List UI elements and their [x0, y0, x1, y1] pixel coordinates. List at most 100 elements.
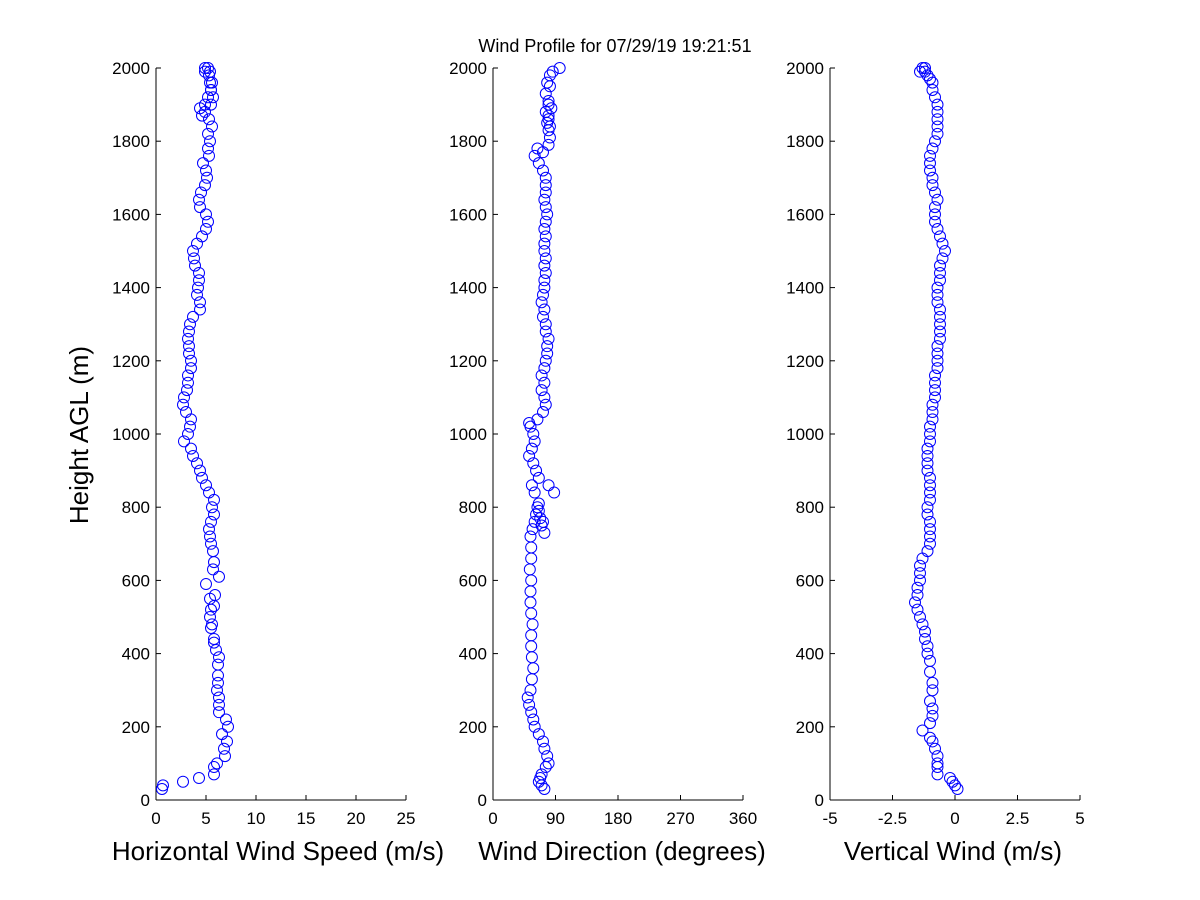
data-point — [939, 245, 951, 257]
data-point — [929, 391, 941, 404]
data-point — [926, 735, 939, 748]
data-point — [194, 102, 206, 115]
data-point — [181, 384, 193, 397]
y-tick-label: 1800 — [112, 132, 150, 151]
data-point — [916, 62, 929, 74]
data-point — [193, 772, 205, 785]
data-point — [206, 76, 218, 89]
figure-title: Wind Profile for 07/29/19 19:21:51 — [478, 36, 751, 56]
data-point — [523, 563, 536, 576]
data-point — [538, 237, 551, 250]
data-point — [924, 665, 936, 678]
data-point — [539, 179, 552, 192]
data-point — [541, 208, 554, 221]
data-point — [200, 164, 212, 177]
y-tick-label: 0 — [141, 791, 150, 810]
x-axis-label-speed: Horizontal Wind Speed (m/s) — [112, 836, 444, 866]
data-point — [220, 713, 232, 726]
data-point — [525, 629, 538, 642]
y-tick-label: 400 — [459, 645, 487, 664]
data-point — [924, 515, 936, 528]
data-point — [538, 193, 551, 206]
data-point — [203, 523, 215, 536]
data-point — [924, 537, 936, 550]
data-point — [524, 530, 537, 543]
data-point — [203, 486, 215, 499]
data-point — [934, 325, 946, 338]
y-tick-label: 1600 — [112, 205, 150, 224]
data-point — [200, 578, 212, 591]
data-point — [919, 62, 931, 74]
x-tick-label: -5 — [822, 809, 837, 828]
data-point — [208, 493, 220, 506]
data-point — [926, 142, 939, 155]
data-point — [931, 105, 944, 118]
data-point — [541, 340, 554, 353]
data-point — [525, 651, 538, 664]
data-point — [532, 497, 545, 510]
data-point — [525, 640, 538, 653]
data-point — [213, 570, 225, 583]
data-point — [188, 252, 200, 265]
data-point — [931, 354, 944, 367]
data-point — [931, 362, 944, 375]
data-point — [929, 201, 941, 214]
data-point — [539, 398, 552, 411]
y-tick-label: 1200 — [786, 352, 824, 371]
data-point — [527, 428, 540, 440]
data-point — [926, 179, 939, 192]
data-point — [946, 775, 959, 788]
data-point — [539, 105, 552, 118]
data-point — [921, 647, 934, 660]
data-point — [538, 274, 551, 287]
data-point — [535, 779, 548, 792]
data-point — [916, 724, 929, 737]
data-point — [539, 186, 552, 199]
data-point — [924, 717, 936, 730]
data-point — [949, 779, 961, 792]
x-tick-label: 0 — [488, 809, 497, 828]
data-point — [539, 318, 552, 331]
data-point — [924, 523, 936, 536]
data-point — [924, 695, 936, 708]
data-point — [183, 340, 195, 353]
y-tick-label: 1800 — [786, 132, 824, 151]
data-point — [924, 486, 936, 499]
data-point — [199, 179, 211, 192]
data-point — [924, 149, 936, 162]
data-point — [202, 215, 214, 228]
data-point — [206, 501, 218, 514]
data-point — [535, 384, 548, 397]
data-point — [183, 325, 195, 338]
y-tick-label: 1800 — [449, 132, 487, 151]
data-point — [207, 545, 219, 558]
data-point — [184, 318, 196, 331]
data-point — [921, 442, 934, 455]
data-point — [542, 479, 555, 492]
data-point — [525, 607, 538, 620]
data-point — [523, 417, 536, 430]
y-tick-label: 400 — [796, 645, 824, 664]
data-point — [183, 347, 195, 360]
data-point — [929, 135, 941, 148]
y-tick-label: 2000 — [786, 59, 824, 78]
data-point — [535, 519, 548, 532]
data-point — [207, 563, 219, 576]
data-point — [546, 65, 559, 78]
data-point — [929, 369, 941, 382]
data-point — [525, 552, 538, 565]
data-point — [542, 98, 555, 111]
data-point — [535, 369, 548, 382]
x-tick-label: 90 — [546, 809, 565, 828]
data-point — [185, 442, 197, 455]
data-point — [921, 449, 934, 462]
data-point — [537, 288, 549, 301]
x-tick-label: 25 — [397, 809, 416, 828]
data-point — [208, 636, 220, 649]
data-point — [926, 709, 939, 722]
data-point — [538, 362, 551, 375]
data-point — [541, 750, 554, 763]
data-point — [934, 318, 946, 331]
y-tick-label: 1000 — [786, 425, 824, 444]
data-point — [926, 676, 939, 689]
